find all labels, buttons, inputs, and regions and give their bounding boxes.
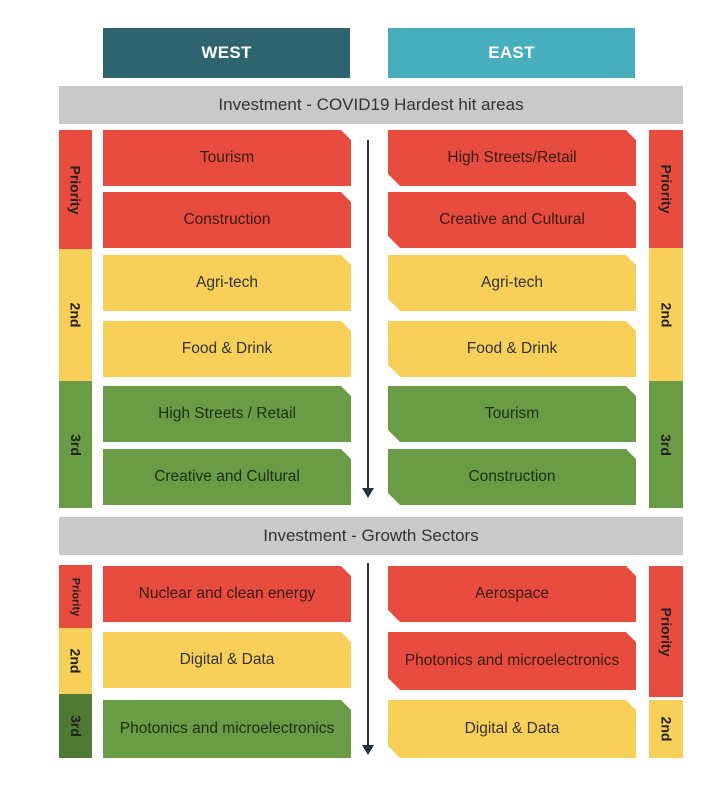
growth-section-banner: Investment - Growth Sectors <box>59 517 683 555</box>
west-growth-second-text: 2nd <box>67 648 84 674</box>
west-covid-second-label: 2nd <box>59 249 92 381</box>
west-growth-priority-text: Priority <box>69 577 82 616</box>
east-covid-third-text: 3rd <box>657 433 674 456</box>
east-covid-priority-label: Priority <box>649 130 683 248</box>
east-covid-item-3: Agri-tech <box>388 255 636 311</box>
west-covid-item-1: Tourism <box>103 130 351 186</box>
east-growth-item-1: Aerospace <box>388 566 636 622</box>
east-covid-priority-text: Priority <box>658 164 675 214</box>
west-growth-item-2: Digital & Data <box>103 632 351 688</box>
west-covid-item-6: Creative and Cultural <box>103 449 351 505</box>
west-growth-third-text: 3rd <box>67 715 84 737</box>
east-covid-item-5: Tourism <box>388 386 636 442</box>
west-growth-second-label: 2nd <box>59 628 92 694</box>
west-covid-third-text: 3rd <box>67 433 84 456</box>
west-covid-priority-label: Priority <box>59 130 92 249</box>
east-covid-item-4: Food & Drink <box>388 321 636 377</box>
west-growth-item-1: Nuclear and clean energy <box>103 566 351 622</box>
east-covid-second-label: 2nd <box>649 248 683 381</box>
east-growth-item-3: Digital & Data <box>388 700 636 758</box>
west-covid-item-3: Agri-tech <box>103 255 351 311</box>
east-covid-item-6: Construction <box>388 449 636 505</box>
east-covid-third-label: 3rd <box>649 381 683 508</box>
west-covid-priority-text: Priority <box>67 164 84 215</box>
growth-down-arrow-head-icon <box>362 745 374 755</box>
east-growth-priority-text: Priority <box>658 606 675 657</box>
covid-down-arrow-head-icon <box>362 488 374 498</box>
east-covid-item-1: High Streets/Retail <box>388 130 636 186</box>
west-growth-item-3: Photonics and microelectronics <box>103 700 351 758</box>
covid-section-banner: Investment - COVID19 Hardest hit areas <box>59 86 683 124</box>
west-covid-item-5: High Streets / Retail <box>103 386 351 442</box>
east-growth-second-text: 2nd <box>657 716 674 742</box>
east-column-header: EAST <box>388 28 635 78</box>
east-growth-item-2: Photonics and microelectronics <box>388 632 636 690</box>
west-covid-item-2: Construction <box>103 192 351 248</box>
east-covid-item-2: Creative and Cultural <box>388 192 636 248</box>
west-covid-third-label: 3rd <box>59 381 92 508</box>
west-covid-second-text: 2nd <box>67 302 84 328</box>
east-covid-second-text: 2nd <box>657 302 674 327</box>
west-covid-item-4: Food & Drink <box>103 321 351 377</box>
covid-down-arrow-line <box>367 140 369 490</box>
west-growth-priority-label: Priority <box>59 565 92 628</box>
east-growth-second-label: 2nd <box>649 700 683 758</box>
west-column-header: WEST <box>103 28 350 78</box>
west-growth-third-label: 3rd <box>59 694 92 758</box>
east-growth-priority-label: Priority <box>649 566 683 697</box>
growth-down-arrow-line <box>367 563 369 747</box>
